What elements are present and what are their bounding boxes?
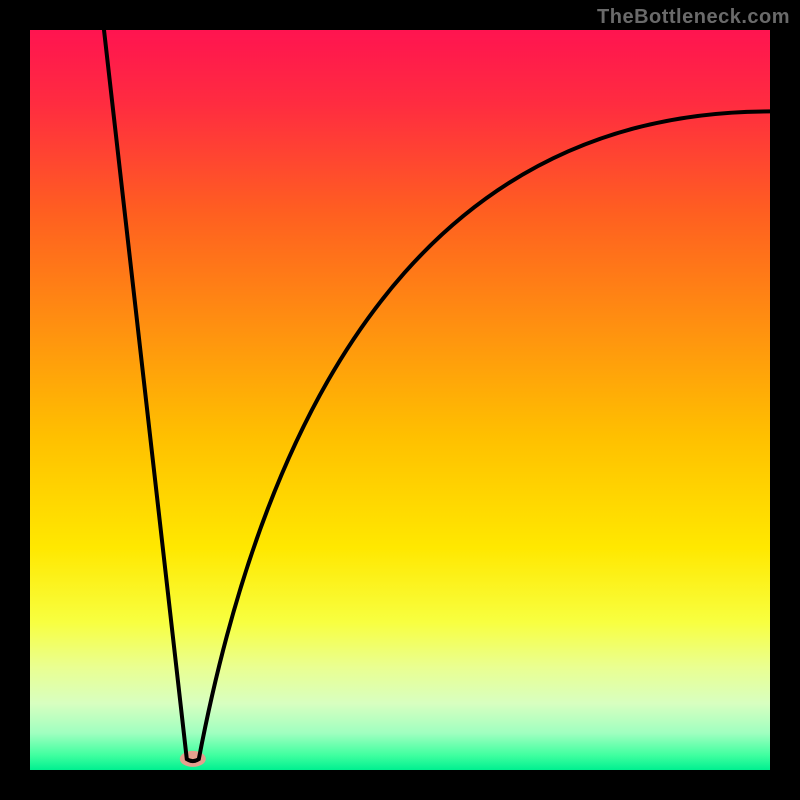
chart-container: TheBottleneck.com xyxy=(0,0,800,800)
attribution-text: TheBottleneck.com xyxy=(597,6,790,29)
bottleneck-chart xyxy=(0,0,800,800)
chart-background xyxy=(30,30,770,770)
